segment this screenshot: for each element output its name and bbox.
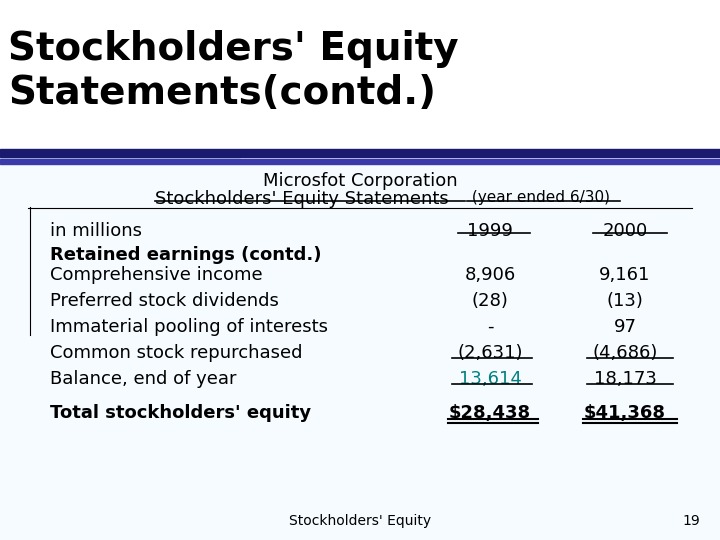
Text: 8,906: 8,906 <box>464 266 516 284</box>
Text: 18,173: 18,173 <box>593 370 657 388</box>
Text: 2000: 2000 <box>603 222 647 240</box>
Text: 19: 19 <box>683 514 700 528</box>
Text: Stockholders' Equity
Statements(contd.): Stockholders' Equity Statements(contd.) <box>8 30 459 112</box>
Circle shape <box>0 0 240 310</box>
Text: Retained earnings (contd.): Retained earnings (contd.) <box>50 246 322 264</box>
Text: Total stockholders' equity: Total stockholders' equity <box>50 404 311 422</box>
Text: Common stock repurchased: Common stock repurchased <box>50 344 302 362</box>
Text: (2,631): (2,631) <box>457 344 523 362</box>
Text: Stockholders' Equity: Stockholders' Equity <box>289 514 431 528</box>
Bar <box>0 164 720 540</box>
Bar <box>0 159 720 164</box>
Text: 9,161: 9,161 <box>599 266 651 284</box>
Text: (4,686): (4,686) <box>593 344 657 362</box>
Text: Preferred stock dividends: Preferred stock dividends <box>50 292 279 310</box>
Text: $41,368: $41,368 <box>584 404 666 422</box>
Text: Immaterial pooling of interests: Immaterial pooling of interests <box>50 318 328 336</box>
Text: Balance, end of year: Balance, end of year <box>50 370 236 388</box>
Text: -: - <box>487 318 493 336</box>
Text: 1999: 1999 <box>467 222 513 240</box>
Text: in millions: in millions <box>50 222 142 240</box>
Text: $28,438: $28,438 <box>449 404 531 422</box>
Text: Stockholders' Equity Statements: Stockholders' Equity Statements <box>155 190 449 208</box>
Polygon shape <box>0 360 250 540</box>
Bar <box>0 149 720 157</box>
Text: (year ended 6/30): (year ended 6/30) <box>467 190 610 205</box>
Text: Comprehensive income: Comprehensive income <box>50 266 263 284</box>
Text: 97: 97 <box>613 318 636 336</box>
Text: 13,614: 13,614 <box>459 370 521 388</box>
Text: (28): (28) <box>472 292 508 310</box>
Text: (13): (13) <box>606 292 644 310</box>
Text: Microsfot Corporation: Microsfot Corporation <box>263 172 457 190</box>
Bar <box>0 0 720 150</box>
